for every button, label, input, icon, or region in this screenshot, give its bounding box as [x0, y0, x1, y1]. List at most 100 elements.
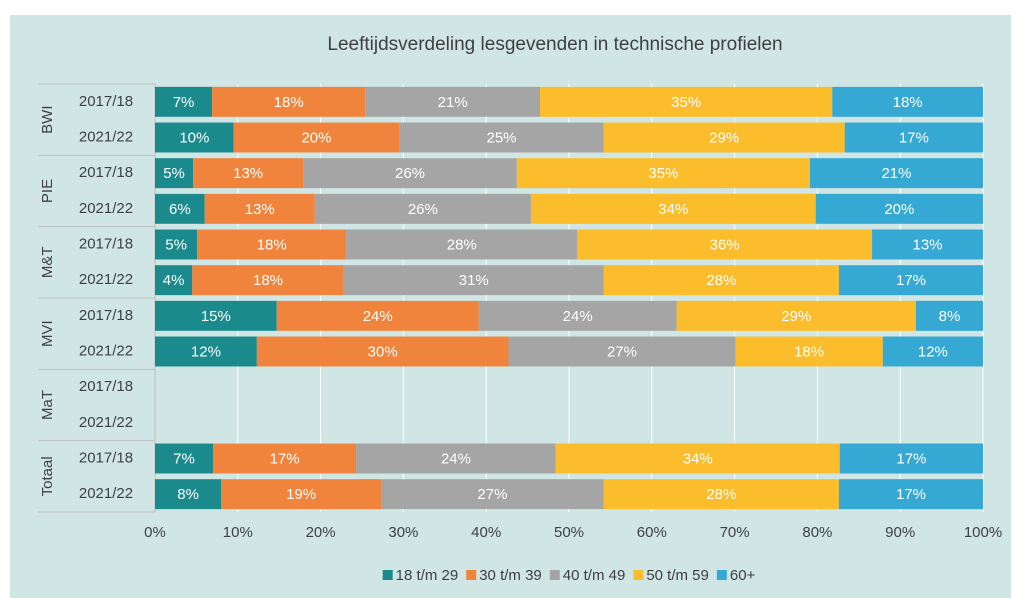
data-label: 12% — [191, 343, 221, 360]
data-label: 13% — [245, 201, 275, 218]
data-label: 7% — [173, 450, 195, 467]
bar-segment — [603, 122, 845, 153]
x-tick-label: 50% — [554, 524, 584, 541]
data-label: 8% — [177, 486, 199, 503]
bar-segment — [155, 300, 277, 331]
group-label: M&T — [39, 246, 56, 278]
bar-segment — [155, 122, 234, 153]
bar-segment — [838, 479, 983, 510]
bar-segment — [155, 443, 213, 474]
bar-segment — [314, 193, 531, 224]
data-label: 31% — [459, 272, 489, 289]
data-label: 13% — [233, 165, 263, 182]
data-label: 27% — [607, 343, 637, 360]
bar-segment — [735, 336, 883, 367]
y-tick-label: 2017/18 — [79, 164, 133, 181]
y-tick-label: 2017/18 — [79, 235, 133, 252]
y-tick-label: 2021/22 — [79, 271, 133, 288]
data-label: 28% — [706, 272, 736, 289]
data-label: 21% — [438, 94, 468, 111]
data-label: 20% — [884, 201, 914, 218]
x-tick-label: 20% — [306, 524, 336, 541]
bar-segment — [844, 122, 983, 153]
bar-segment — [276, 300, 479, 331]
y-tick-label: 2021/22 — [79, 414, 133, 431]
group-label: BWI — [39, 105, 56, 133]
data-label: 17% — [896, 272, 926, 289]
bar-segment — [212, 443, 357, 474]
data-label: 30% — [368, 343, 398, 360]
data-label: 18% — [274, 94, 304, 111]
group-label: Totaal — [39, 456, 56, 496]
bar-segment — [508, 336, 736, 367]
bar-segment — [155, 193, 205, 224]
bar-segment — [381, 479, 604, 510]
x-tick-label: 30% — [388, 524, 418, 541]
bar-segment — [365, 86, 541, 117]
legend-label: 18 t/m 29 — [396, 567, 459, 584]
bar-segment — [540, 86, 833, 117]
bar-segment — [303, 158, 517, 189]
y-tick-label: 2017/18 — [79, 449, 133, 466]
y-tick-label: 2021/22 — [79, 485, 133, 502]
bar-segment — [478, 300, 677, 331]
data-label: 24% — [563, 308, 593, 325]
bar-segment — [676, 300, 916, 331]
bar-segment — [516, 158, 810, 189]
data-label: 25% — [487, 129, 517, 146]
data-label: 17% — [896, 486, 926, 503]
x-tick-label: 60% — [637, 524, 667, 541]
bar-segment — [233, 122, 400, 153]
bar-segment — [356, 443, 556, 474]
data-label: 18% — [794, 343, 824, 360]
data-label: 17% — [270, 450, 300, 467]
bar-segment — [192, 265, 344, 296]
legend-swatch — [382, 570, 393, 580]
bar-segment — [155, 158, 194, 189]
bar-segment — [530, 193, 816, 224]
legend-label: 30 t/m 39 — [479, 567, 542, 584]
bar-segment — [204, 193, 315, 224]
y-tick-label: 2021/22 — [79, 128, 133, 145]
data-label: 24% — [441, 450, 471, 467]
data-label: 4% — [163, 272, 185, 289]
data-label: 26% — [395, 165, 425, 182]
x-tick-label: 100% — [964, 524, 1002, 541]
data-label: 21% — [881, 165, 911, 182]
bar-segment — [221, 479, 382, 510]
bar-segment — [155, 265, 193, 296]
data-label: 13% — [913, 236, 943, 253]
bar-segment — [577, 229, 873, 260]
legend-label: 60+ — [730, 567, 756, 584]
bar-segment — [882, 336, 983, 367]
legend-swatch — [549, 570, 560, 580]
data-label: 12% — [918, 343, 948, 360]
x-tick-label: 90% — [885, 524, 915, 541]
data-label: 7% — [173, 94, 195, 111]
data-label: 17% — [896, 450, 926, 467]
bar-segment — [155, 479, 222, 510]
bar-segment — [399, 122, 604, 153]
data-label: 15% — [201, 308, 231, 325]
data-label: 34% — [683, 450, 713, 467]
group-label: PIE — [39, 179, 56, 203]
bar-segment — [346, 229, 578, 260]
y-tick-label: 2021/22 — [79, 200, 133, 217]
bar-segment — [155, 86, 213, 117]
bar-segment — [915, 300, 983, 331]
bar-segment — [155, 229, 198, 260]
legend-label: 50 t/m 59 — [646, 567, 709, 584]
data-label: 28% — [447, 236, 477, 253]
data-label: 24% — [363, 308, 393, 325]
data-label: 20% — [301, 129, 331, 146]
y-tick-label: 2017/18 — [79, 307, 133, 324]
data-label: 35% — [671, 94, 701, 111]
data-label: 18% — [893, 94, 923, 111]
data-label: 27% — [477, 486, 507, 503]
x-tick-label: 70% — [720, 524, 750, 541]
bar-segment — [832, 86, 983, 117]
bar-segment — [839, 443, 983, 474]
bar-segment — [212, 86, 366, 117]
data-label: 26% — [408, 201, 438, 218]
